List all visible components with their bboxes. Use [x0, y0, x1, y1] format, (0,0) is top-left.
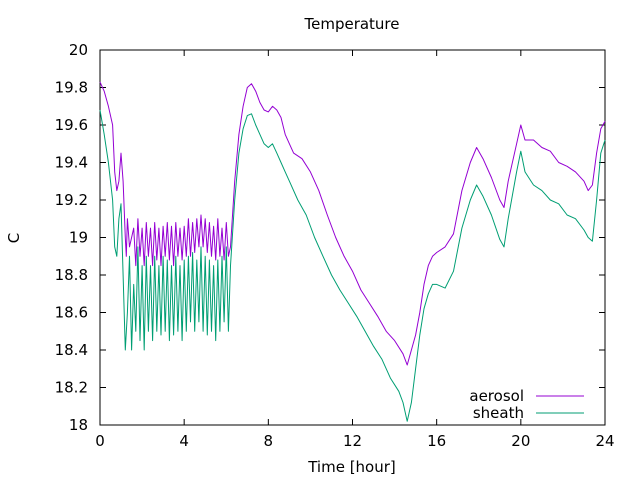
legend-label-aerosol: aerosol: [469, 387, 524, 405]
x-axis: 0 4 8 12 16 20 24: [95, 50, 615, 450]
y-tick-label: 18.2: [55, 379, 88, 397]
y-axis: 18 18.2 18.4 18.6 18.8 19 19.2 19.4 19.6 19.8 20: [55, 41, 605, 434]
x-tick-label: 20: [511, 432, 530, 450]
y-axis-label: C: [5, 233, 23, 243]
x-tick-label: 16: [427, 432, 446, 450]
y-tick-label: 19: [69, 229, 88, 247]
x-tick-label: 24: [595, 432, 614, 450]
y-tick-label: 20: [69, 41, 88, 59]
y-tick-label: 18.4: [55, 341, 88, 359]
chart-title: Temperature: [303, 15, 399, 33]
x-tick-label: 4: [179, 432, 189, 450]
series-line-aerosol: [99, 81, 606, 366]
y-tick-label: 18: [69, 416, 88, 434]
y-tick-label: 19.2: [55, 191, 88, 209]
series-line-sheath: [99, 109, 606, 422]
x-tick-label: 8: [264, 432, 274, 450]
y-tick-label: 19.6: [55, 116, 88, 134]
plot-frame: [99, 49, 606, 426]
y-tick-label: 19.4: [55, 154, 88, 172]
legend-label-sheath: sheath: [473, 404, 524, 422]
y-tick-label: 18.8: [55, 266, 88, 284]
x-tick-label: 12: [343, 432, 362, 450]
y-tick-label: 19.8: [55, 79, 88, 97]
x-tick-label: 0: [95, 432, 105, 450]
series-layer: [99, 81, 606, 422]
y-tick-label: 18.6: [55, 304, 88, 322]
x-axis-label: Time [hour]: [307, 458, 396, 476]
